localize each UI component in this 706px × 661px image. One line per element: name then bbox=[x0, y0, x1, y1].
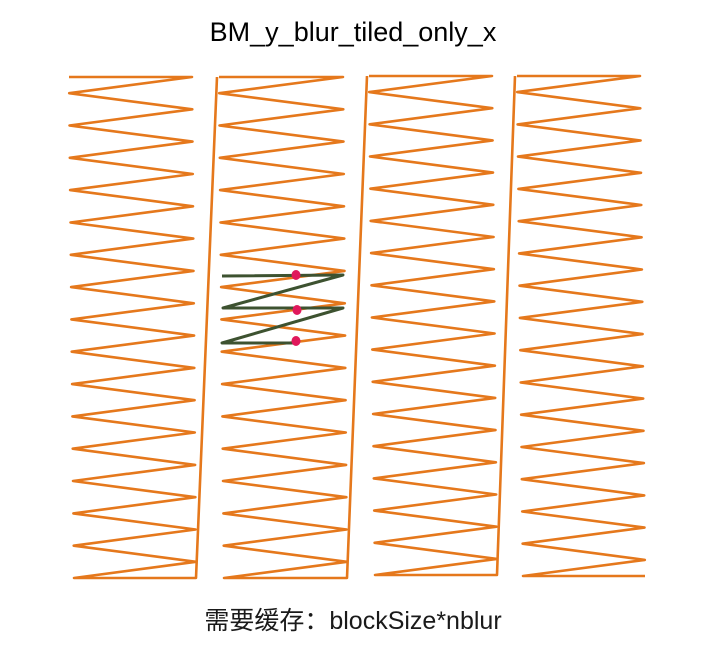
cache-caption: 需要缓存：blockSize*nblur bbox=[204, 607, 502, 635]
tile-scan-path-1 bbox=[67, 75, 219, 580]
tile-scan-paths bbox=[67, 74, 647, 580]
blur-window-path bbox=[220, 273, 345, 345]
tile-scan-path-2 bbox=[217, 75, 369, 580]
tile-scan-path-3 bbox=[367, 74, 517, 577]
blur-window-zigzag bbox=[220, 273, 345, 345]
cached-row-marker-2 bbox=[292, 305, 302, 315]
diagram-title: BM_y_blur_tiled_only_x bbox=[209, 17, 497, 47]
cached-row-markers bbox=[291, 270, 302, 346]
cached-row-marker-1 bbox=[291, 270, 301, 280]
tile-scan-path-4 bbox=[515, 74, 647, 578]
cached-row-marker-3 bbox=[291, 336, 301, 346]
